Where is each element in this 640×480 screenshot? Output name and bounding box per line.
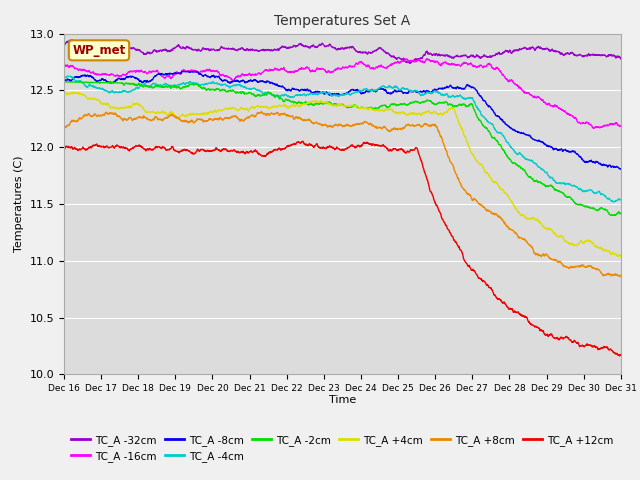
Line: TC_A -8cm: TC_A -8cm xyxy=(64,72,621,169)
TC_A -4cm xyxy=(89,83,97,89)
TC_A +8cm xyxy=(499,218,506,224)
TC_A +4cm xyxy=(316,99,324,105)
TC_A -8cm xyxy=(499,118,506,123)
TC_A -2cm xyxy=(60,79,68,85)
TC_A +4cm xyxy=(88,96,96,101)
TC_A -16cm xyxy=(423,56,431,61)
TC_A -8cm xyxy=(316,89,324,95)
TC_A +12cm xyxy=(616,353,623,359)
Line: TC_A +4cm: TC_A +4cm xyxy=(64,93,621,256)
X-axis label: Time: Time xyxy=(329,395,356,405)
TC_A +8cm xyxy=(60,124,68,130)
TC_A -32cm xyxy=(68,37,76,43)
TC_A -32cm xyxy=(406,60,414,66)
TC_A -8cm xyxy=(601,163,609,168)
TC_A +12cm xyxy=(601,345,609,350)
TC_A -2cm xyxy=(609,213,616,218)
TC_A +8cm xyxy=(331,122,339,128)
Line: TC_A +8cm: TC_A +8cm xyxy=(64,111,621,277)
TC_A -2cm xyxy=(331,101,339,107)
TC_A +4cm xyxy=(617,253,625,259)
TC_A -4cm xyxy=(611,199,618,205)
TC_A -8cm xyxy=(88,75,96,81)
Line: TC_A -2cm: TC_A -2cm xyxy=(64,82,621,216)
TC_A -2cm xyxy=(88,80,96,85)
TC_A -16cm xyxy=(60,64,68,70)
TC_A +4cm xyxy=(601,247,609,253)
TC_A +12cm xyxy=(299,138,307,144)
TC_A -2cm xyxy=(499,146,506,152)
TC_A -8cm xyxy=(601,162,609,168)
TC_A -8cm xyxy=(617,166,625,172)
TC_A +12cm xyxy=(316,145,324,151)
Title: Temperatures Set A: Temperatures Set A xyxy=(275,14,410,28)
TC_A -4cm xyxy=(617,197,625,203)
TC_A +8cm xyxy=(616,274,623,280)
TC_A +8cm xyxy=(601,272,609,278)
Text: WP_met: WP_met xyxy=(72,44,125,57)
TC_A -32cm xyxy=(331,45,339,51)
TC_A -4cm xyxy=(63,73,71,79)
Line: TC_A -4cm: TC_A -4cm xyxy=(64,76,621,202)
TC_A -4cm xyxy=(331,93,339,98)
TC_A -16cm xyxy=(331,67,339,73)
TC_A -32cm xyxy=(89,42,97,48)
TC_A +4cm xyxy=(499,187,506,193)
TC_A +8cm xyxy=(316,121,324,127)
Line: TC_A -32cm: TC_A -32cm xyxy=(64,40,621,63)
TC_A +4cm xyxy=(331,102,339,108)
TC_A -16cm xyxy=(602,122,609,128)
TC_A -16cm xyxy=(589,126,597,132)
TC_A -4cm xyxy=(499,132,506,138)
TC_A -16cm xyxy=(88,69,96,75)
TC_A -4cm xyxy=(60,75,68,81)
TC_A -16cm xyxy=(601,123,609,129)
TC_A -2cm xyxy=(617,211,625,216)
TC_A -4cm xyxy=(316,90,324,96)
TC_A -16cm xyxy=(617,123,625,129)
TC_A +4cm xyxy=(600,247,608,253)
TC_A -2cm xyxy=(600,207,608,213)
TC_A +12cm xyxy=(331,146,339,152)
TC_A +8cm xyxy=(258,108,266,114)
TC_A +8cm xyxy=(617,272,625,278)
TC_A +12cm xyxy=(617,352,625,358)
TC_A -4cm xyxy=(601,193,609,199)
TC_A -8cm xyxy=(331,91,339,96)
TC_A +12cm xyxy=(499,300,506,306)
TC_A +12cm xyxy=(60,147,68,153)
TC_A -32cm xyxy=(60,42,68,48)
TC_A +12cm xyxy=(88,143,96,149)
TC_A -2cm xyxy=(316,101,324,107)
TC_A -2cm xyxy=(601,207,609,213)
Y-axis label: Temperatures (C): Temperatures (C) xyxy=(14,156,24,252)
TC_A -4cm xyxy=(601,193,609,199)
TC_A -32cm xyxy=(602,52,609,58)
TC_A -16cm xyxy=(316,66,324,72)
TC_A -16cm xyxy=(499,72,506,78)
TC_A -32cm xyxy=(601,52,609,58)
TC_A +4cm xyxy=(60,90,68,96)
TC_A -32cm xyxy=(617,55,625,61)
TC_A +4cm xyxy=(614,253,622,259)
TC_A +8cm xyxy=(88,113,96,119)
TC_A +12cm xyxy=(601,345,609,350)
TC_A -8cm xyxy=(179,69,186,74)
TC_A -8cm xyxy=(60,77,68,83)
Line: TC_A +12cm: TC_A +12cm xyxy=(64,141,621,356)
Line: TC_A -16cm: TC_A -16cm xyxy=(64,59,621,129)
TC_A -32cm xyxy=(316,42,324,48)
TC_A +8cm xyxy=(601,272,609,278)
Legend: TC_A -32cm, TC_A -16cm, TC_A -8cm, TC_A -4cm, TC_A -2cm, TC_A +4cm, TC_A +8cm, T: TC_A -32cm, TC_A -16cm, TC_A -8cm, TC_A … xyxy=(67,431,618,466)
TC_A -32cm xyxy=(499,49,507,55)
